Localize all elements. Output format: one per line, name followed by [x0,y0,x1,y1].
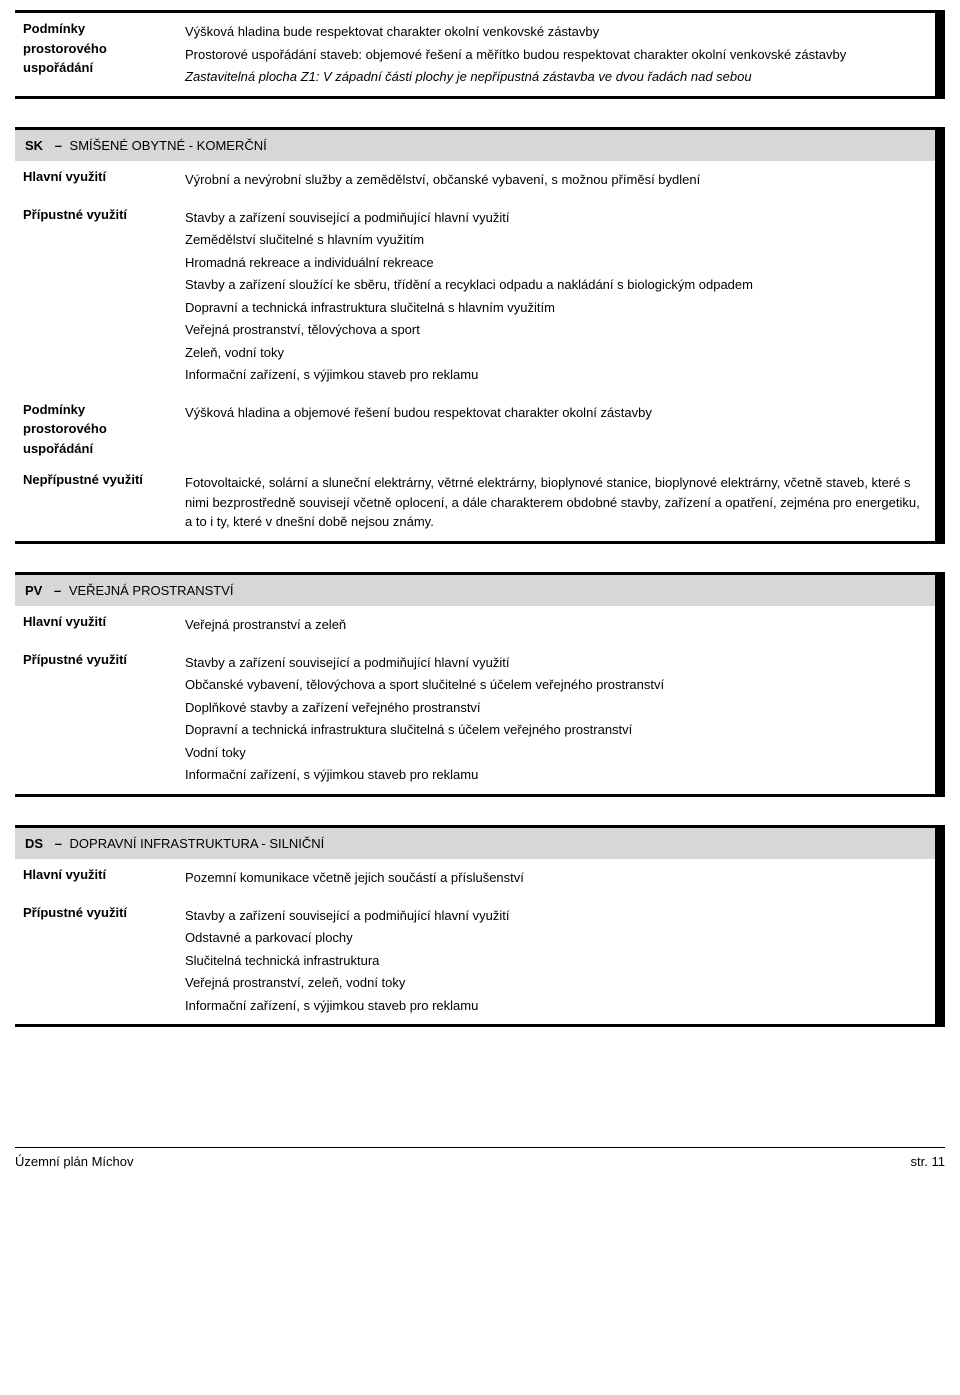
block-ds: DS – DOPRAVNÍ INFRASTRUKTURA - SILNIČNÍ … [15,825,945,1028]
content: Veřejná prostranství a zeleň [175,606,935,644]
line: Veřejná prostranství, zeleň, vodní toky [185,973,925,993]
table-sk: SK – SMÍŠENÉ OBYTNÉ - KOMERČNÍ Hlavní vy… [15,130,935,541]
content: Výrobní a nevýrobní služby a zemědělství… [175,161,935,199]
table-podminky: Podmínky prostorového uspořádání Výšková… [15,13,935,96]
title-ds: DOPRAVNÍ INFRASTRUKTURA - SILNIČNÍ [70,836,325,851]
line: Občanské vybavení, tělovýchova a sport s… [185,675,925,695]
header-sk: SK – SMÍŠENÉ OBYTNÉ - KOMERČNÍ [15,130,935,162]
header-sk-cell: SK – SMÍŠENÉ OBYTNÉ - KOMERČNÍ [15,130,935,162]
content: Stavby a zařízení související a podmiňuj… [175,644,935,794]
code-pv: PV [25,581,42,601]
block-podminky: Podmínky prostorového uspořádání Výšková… [15,10,945,99]
line: Výšková hladina bude respektovat charakt… [185,22,925,42]
line: Fotovoltaické, solární a sluneční elektr… [185,473,925,532]
line: Veřejná prostranství a zeleň [185,615,925,635]
row-sk-nepripustne: Nepřípustné využití Fotovoltaické, solár… [15,464,935,541]
line-italic: Zastavitelná plocha Z1: V západní části … [185,67,925,87]
code-ds: DS [25,834,43,854]
line: Výrobní a nevýrobní služby a zemědělství… [185,170,925,190]
dash: – [54,581,61,601]
line: Doplňkové stavby a zařízení veřejného pr… [185,698,925,718]
line: Výšková hladina a objemové řešení budou … [185,403,925,423]
header-pv-cell: PV – VEŘEJNÁ PROSTRANSTVÍ [15,575,935,607]
line: Pozemní komunikace včetně jejich součást… [185,868,925,888]
content: Stavby a zařízení související a podmiňuj… [175,199,935,394]
code-sk: SK [25,136,43,156]
label: Podmínky prostorového uspořádání [15,394,175,465]
header-pv: PV – VEŘEJNÁ PROSTRANSTVÍ [15,575,935,607]
dash: – [55,834,62,854]
block-sk: SK – SMÍŠENÉ OBYTNÉ - KOMERČNÍ Hlavní vy… [15,127,945,544]
line: Veřejná prostranství, tělovýchova a spor… [185,320,925,340]
line: Informační zařízení, s výjimkou staveb p… [185,996,925,1016]
line: Prostorové uspořádání staveb: objemové ř… [185,45,925,65]
footer-left: Územní plán Míchov [15,1154,134,1169]
label: Přípustné využití [15,644,175,794]
line: Dopravní a technická infrastruktura sluč… [185,720,925,740]
table-pv: PV – VEŘEJNÁ PROSTRANSTVÍ Hlavní využití… [15,575,935,794]
footer: Územní plán Míchov str. 11 [15,1147,945,1169]
label: Přípustné využití [15,199,175,394]
dash: – [55,136,62,156]
row-pv-hlavni: Hlavní využití Veřejná prostranství a ze… [15,606,935,644]
line: Informační zařízení, s výjimkou staveb p… [185,365,925,385]
row-ds-pripustne: Přípustné využití Stavby a zařízení souv… [15,897,935,1025]
content: Pozemní komunikace včetně jejich součást… [175,859,935,897]
line: Slučitelná technická infrastruktura [185,951,925,971]
block-pv: PV – VEŘEJNÁ PROSTRANSTVÍ Hlavní využití… [15,572,945,797]
label: Hlavní využití [15,161,175,199]
header-ds-cell: DS – DOPRAVNÍ INFRASTRUKTURA - SILNIČNÍ [15,828,935,860]
line: Hromadná rekreace a individuální rekreac… [185,253,925,273]
content: Fotovoltaické, solární a sluneční elektr… [175,464,935,541]
label: Přípustné využití [15,897,175,1025]
line: Zemědělství slučitelné s hlavním využití… [185,230,925,250]
line: Stavby a zařízení související a podmiňuj… [185,208,925,228]
line: Zeleň, vodní toky [185,343,925,363]
header-ds: DS – DOPRAVNÍ INFRASTRUKTURA - SILNIČNÍ [15,828,935,860]
line: Odstavné a parkovací plochy [185,928,925,948]
label: Nepřípustné využití [15,464,175,541]
content: Stavby a zařízení související a podmiňuj… [175,897,935,1025]
row-ds-hlavni: Hlavní využití Pozemní komunikace včetně… [15,859,935,897]
label: Hlavní využití [15,859,175,897]
line: Stavby a zařízení sloužící ke sběru, tří… [185,275,925,295]
row-sk-podminky: Podmínky prostorového uspořádání Výšková… [15,394,935,465]
title-sk: SMÍŠENÉ OBYTNÉ - KOMERČNÍ [70,138,267,153]
label: Hlavní využití [15,606,175,644]
footer-right: str. 11 [911,1154,945,1169]
row-sk-pripustne: Přípustné využití Stavby a zařízení souv… [15,199,935,394]
line: Vodní toky [185,743,925,763]
label-podminky: Podmínky prostorového uspořádání [15,13,175,96]
line: Stavby a zařízení související a podmiňuj… [185,653,925,673]
content-podminky: Výšková hladina bude respektovat charakt… [175,13,935,96]
row-podminky: Podmínky prostorového uspořádání Výšková… [15,13,935,96]
content: Výšková hladina a objemové řešení budou … [175,394,935,465]
row-pv-pripustne: Přípustné využití Stavby a zařízení souv… [15,644,935,794]
line: Dopravní a technická infrastruktura sluč… [185,298,925,318]
title-pv: VEŘEJNÁ PROSTRANSTVÍ [69,583,234,598]
row-sk-hlavni: Hlavní využití Výrobní a nevýrobní služb… [15,161,935,199]
line: Informační zařízení, s výjimkou staveb p… [185,765,925,785]
line: Stavby a zařízení související a podmiňuj… [185,906,925,926]
table-ds: DS – DOPRAVNÍ INFRASTRUKTURA - SILNIČNÍ … [15,828,935,1025]
